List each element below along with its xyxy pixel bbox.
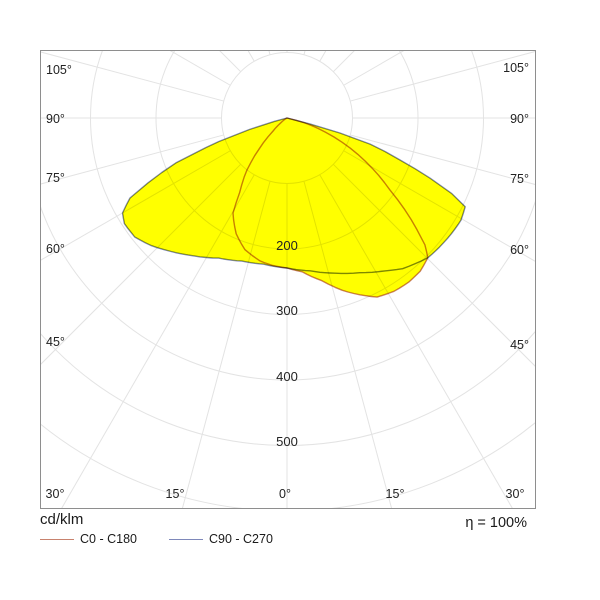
angle-tick-label: 105° [46,63,72,77]
grid-radial-line [350,51,535,102]
legend-swatch-c90-c270 [168,538,203,540]
grid-radial-line [247,50,255,62]
angle-tick-label: 60° [510,243,529,257]
legend: C0 - C180 C90 - C270 [40,532,535,546]
angle-tick-label: 0° [279,487,291,501]
angle-tick-label: 75° [46,171,65,185]
grid-radial-line [303,181,393,508]
legend-label-c0-c180: C0 - C180 [80,532,137,546]
angle-tick-label: 90° [510,112,529,126]
angle-tick-label: 45° [46,335,65,349]
angle-tick-label: 15° [386,487,405,501]
angle-tick-label: 15° [166,487,185,501]
radial-tick-label: 200 [276,238,298,253]
grid-radial-line [319,50,327,62]
angle-tick-label: 30° [46,487,65,501]
angle-tick-label: 45° [510,338,529,352]
grid-radial-line [350,134,535,185]
grid-radial-line [343,50,406,86]
ldc-curve-c90-c270 [121,117,466,275]
angle-tick-label: 90° [46,112,65,126]
grid-radial-line [181,181,271,508]
plot-border [40,50,536,509]
grid-radial-line [332,50,356,73]
grid-radial-line [268,50,271,55]
radial-tick-label: 500 [276,434,298,449]
grid-radial-line [218,50,242,73]
grid-radial-line [40,51,224,102]
radial-tick-label: 400 [276,369,298,384]
grid-radial-line [61,174,255,508]
unit-label: cd/klm [40,511,84,528]
grid-radial-line [40,134,224,185]
chart-footer: cd/klm C0 - C180 C90 - C270 η = 100% [40,511,535,546]
angle-tick-label: 60° [46,242,65,256]
efficiency-label: η = 100% [465,515,527,531]
angle-tick-label: 30° [506,487,525,501]
ldc-curve-c0-c180 [232,117,429,298]
legend-swatch-c0-c180 [40,538,74,540]
ldc-fill-c90-c270 [122,118,466,274]
radial-tick-label: 300 [276,303,298,318]
angle-tick-label: 105° [503,61,529,75]
grid-radial-line [303,50,306,55]
angle-tick-label: 75° [510,172,529,186]
legend-label-c90-c270: C90 - C270 [208,532,273,546]
